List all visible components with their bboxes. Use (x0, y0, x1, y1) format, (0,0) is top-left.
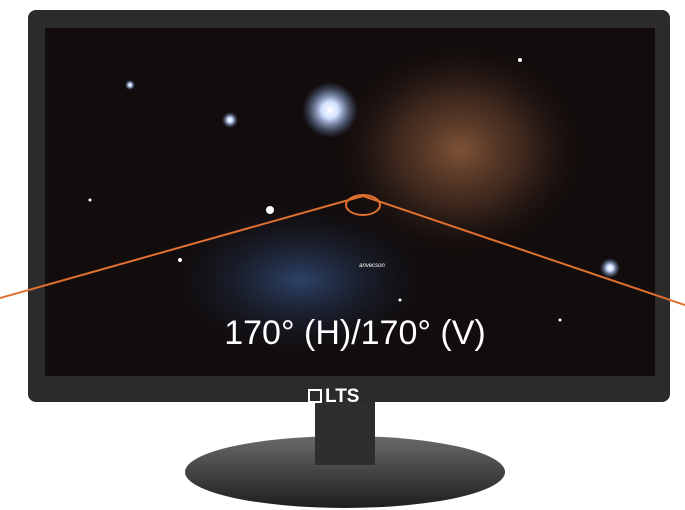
stand-neck (315, 395, 375, 465)
viewing-angle-label: 170° (H)/170° (V) (224, 314, 486, 352)
brand-icon (308, 389, 322, 403)
viewing-angle-lines (0, 194, 685, 306)
brand-logo: LTS (325, 386, 359, 407)
stand-base (185, 436, 505, 508)
screen-logo: anvecson (359, 263, 385, 269)
screen: anvecson (45, 28, 655, 376)
